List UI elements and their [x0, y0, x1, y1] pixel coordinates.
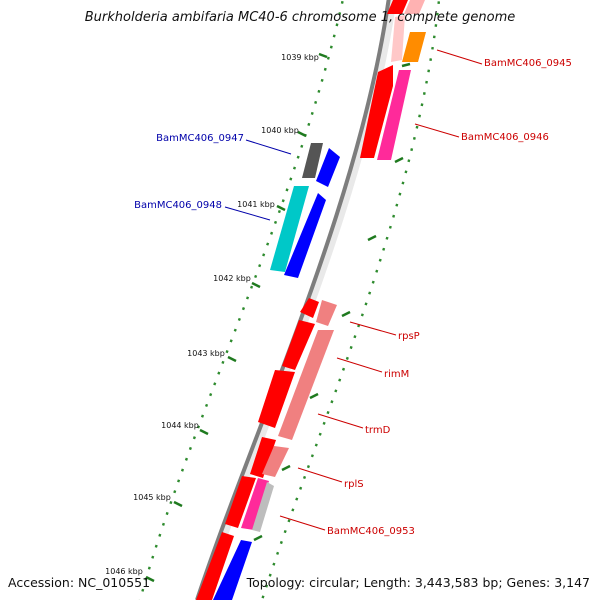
- kbp-ticks: 1039 kbp 1040 kbp 1041 kbp 1042 kbp 1043 kbp…: [105, 52, 411, 583]
- gene-label-text[interactable]: rimM: [384, 369, 409, 380]
- gene-bar-bammc406-0948[interactable]: [270, 186, 326, 278]
- gene-label-callout[interactable]: rpsP: [349, 321, 420, 342]
- kbp-tick-label: 1041 kbp: [237, 200, 275, 209]
- kbp-tick-label: 1042 kbp: [213, 274, 251, 283]
- gene-label-text[interactable]: rpsP: [398, 331, 420, 342]
- minor-tick: [281, 464, 291, 472]
- genome-title: Burkholderia ambifaria MC40-6 chromosome…: [84, 10, 516, 25]
- minor-tick: [253, 534, 263, 542]
- gene-label-callout[interactable]: rplS: [297, 467, 364, 490]
- kbp-tick: 1040 kbp: [261, 126, 307, 138]
- kbp-tick: 1044 kbp: [161, 421, 209, 436]
- kbp-tick: 1042 kbp: [213, 274, 261, 289]
- minor-tick: [367, 234, 377, 242]
- kbp-tick: 1045 kbp: [133, 493, 183, 508]
- gene-label-text[interactable]: BamMC406_0947: [156, 133, 244, 144]
- gene-bar-bammc406-0945[interactable]: [391, 15, 426, 62]
- gene-label-text[interactable]: BamMC406_0948: [134, 200, 222, 211]
- gene-bar-rpsp[interactable]: [300, 298, 337, 326]
- gene-blocks-reverse: [270, 143, 340, 278]
- minor-tick: [309, 392, 319, 400]
- gene-bar-bammc406-0947[interactable]: [302, 143, 340, 187]
- accession-label: Accession: NC_010551: [8, 575, 151, 590]
- gene-label-callout[interactable]: BamMC406_0946: [414, 123, 549, 143]
- gene-bar-bottom-pair[interactable]: [196, 532, 252, 600]
- gene-label-callout[interactable]: BamMC406_0947: [156, 133, 292, 155]
- minor-tick: [401, 62, 411, 68]
- outer-dotted-track: [260, 0, 441, 600]
- gene-bar-bammc406-0946[interactable]: [360, 65, 411, 160]
- gene-bar-rpls[interactable]: [250, 437, 289, 478]
- chromosome-backbone: [195, 0, 397, 600]
- kbp-tick-label: 1039 kbp: [281, 53, 319, 62]
- inner-dotted-track: [138, 0, 344, 600]
- kbp-tick: 1043 kbp: [187, 349, 237, 363]
- gene-blocks-forward: [196, 0, 426, 600]
- kbp-tick: 1041 kbp: [237, 200, 286, 212]
- kbp-tick-label: 1040 kbp: [261, 126, 299, 135]
- kbp-tick-label: 1046 kbp: [105, 567, 143, 576]
- gene-label-text[interactable]: BamMC406_0953: [327, 526, 415, 537]
- kbp-tick-label: 1044 kbp: [161, 421, 199, 430]
- gene-bar-partial-top[interactable]: [387, 0, 425, 14]
- gene-labels: BamMC406_0945 BamMC406_0946 BamMC406_0947 B…: [134, 49, 572, 537]
- gene-bar-trmd[interactable]: [258, 330, 334, 440]
- topology-summary: Topology: circular; Length: 3,443,583 bp…: [246, 575, 590, 590]
- gene-bar-bammc406-0953[interactable]: [225, 476, 274, 532]
- gene-label-text[interactable]: BamMC406_0946: [461, 132, 549, 143]
- kbp-tick-label: 1045 kbp: [133, 493, 171, 502]
- gene-label-callout[interactable]: trmD: [317, 413, 391, 436]
- gene-label-callout[interactable]: BamMC406_0948: [134, 200, 271, 221]
- gene-bar-rimm[interactable]: [282, 320, 315, 370]
- minor-tick: [394, 156, 404, 164]
- kbp-tick-label: 1043 kbp: [187, 349, 225, 358]
- gene-label-callout[interactable]: BamMC406_0953: [279, 515, 415, 537]
- gene-label-text[interactable]: BamMC406_0945: [484, 58, 572, 69]
- gene-label-text[interactable]: trmD: [365, 425, 391, 436]
- gene-label-callout[interactable]: rimM: [336, 357, 409, 380]
- kbp-tick: 1046 kbp: [105, 567, 155, 583]
- gene-label-callout[interactable]: BamMC406_0945: [436, 49, 572, 69]
- gene-label-text[interactable]: rplS: [344, 479, 364, 490]
- kbp-tick: 1039 kbp: [281, 52, 328, 62]
- minor-tick: [341, 310, 351, 318]
